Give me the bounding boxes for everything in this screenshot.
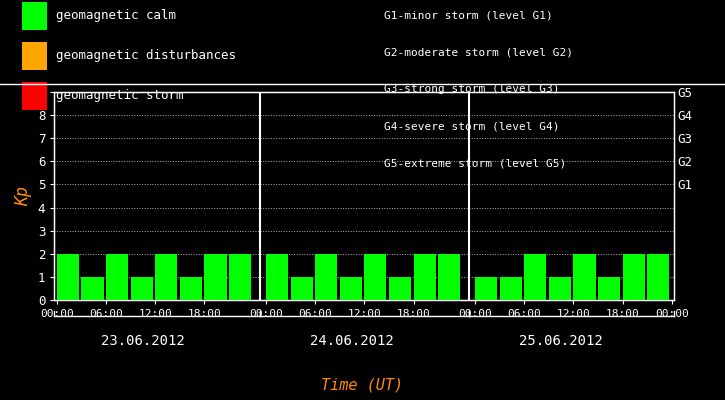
Y-axis label: Kp: Kp (14, 186, 33, 206)
Text: geomagnetic storm: geomagnetic storm (56, 90, 183, 102)
Bar (229, 254, 251, 300)
Bar (549, 277, 571, 300)
Text: 25.06.2012: 25.06.2012 (519, 334, 603, 348)
Bar (389, 277, 411, 300)
Text: geomagnetic calm: geomagnetic calm (56, 10, 176, 22)
Text: G4-severe storm (level G4): G4-severe storm (level G4) (384, 122, 560, 132)
Bar (266, 254, 288, 300)
Text: G1-minor storm (level G1): G1-minor storm (level G1) (384, 10, 553, 20)
Bar (291, 277, 312, 300)
Bar (524, 254, 547, 300)
Bar (315, 254, 337, 300)
Text: G3-strong storm (level G3): G3-strong storm (level G3) (384, 84, 560, 94)
Bar (364, 254, 386, 300)
Bar (340, 277, 362, 300)
Bar (106, 254, 128, 300)
Text: G5-extreme storm (level G5): G5-extreme storm (level G5) (384, 159, 566, 169)
Bar (155, 254, 178, 300)
Bar (204, 254, 226, 300)
Bar (130, 277, 153, 300)
Bar (438, 254, 460, 300)
Bar (475, 277, 497, 300)
Bar (81, 277, 104, 300)
Text: 23.06.2012: 23.06.2012 (101, 334, 185, 348)
Text: G2-moderate storm (level G2): G2-moderate storm (level G2) (384, 47, 573, 57)
Bar (647, 254, 669, 300)
Bar (413, 254, 436, 300)
Bar (180, 277, 202, 300)
Text: 24.06.2012: 24.06.2012 (310, 334, 394, 348)
Bar (500, 277, 522, 300)
Text: geomagnetic disturbances: geomagnetic disturbances (56, 50, 236, 62)
Bar (573, 254, 595, 300)
Bar (57, 254, 79, 300)
Text: Time (UT): Time (UT) (321, 377, 404, 392)
Bar (623, 254, 645, 300)
Bar (598, 277, 620, 300)
